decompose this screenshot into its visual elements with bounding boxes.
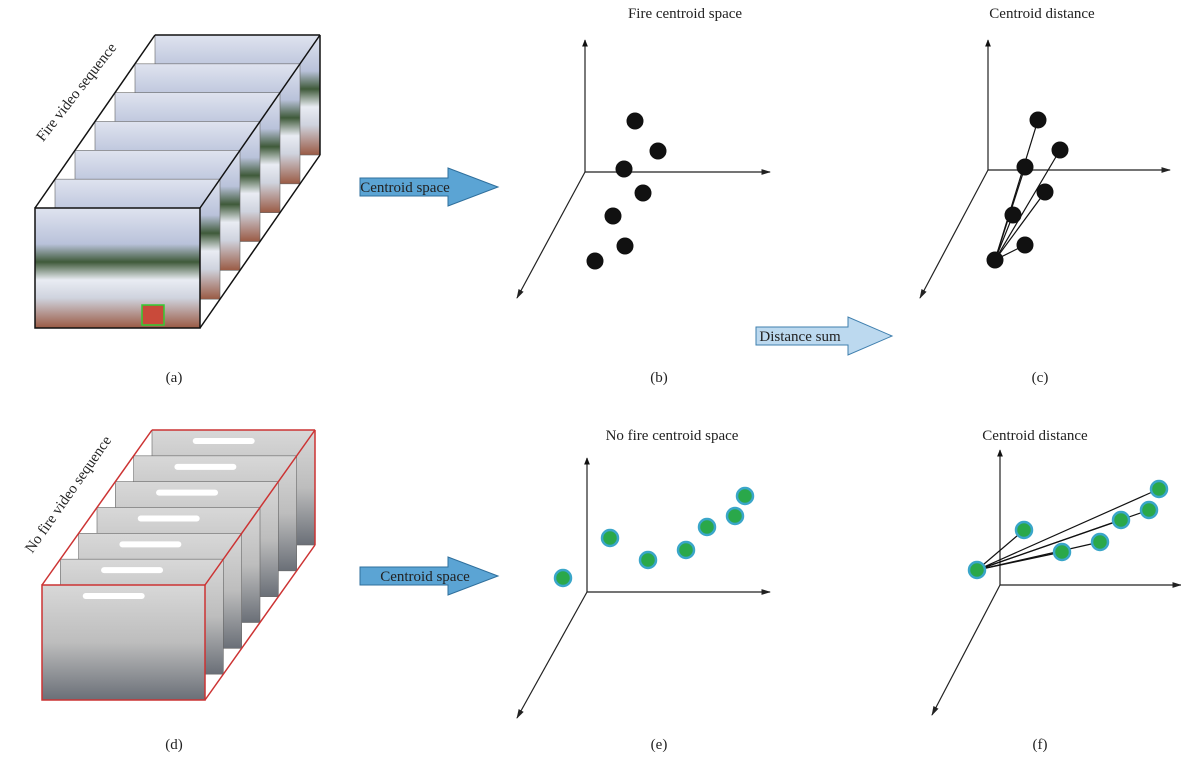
centroid-dot (1149, 479, 1169, 499)
centroid-dot (676, 540, 696, 560)
centroid-dot (600, 528, 620, 548)
distance-line (976, 488, 1160, 571)
ceiling-light (156, 489, 219, 496)
ceiling-light (137, 515, 200, 522)
video-frame (41, 584, 206, 701)
centroid-dot (1029, 111, 1047, 129)
ceiling-light (192, 438, 255, 444)
centroid-dot (649, 142, 667, 160)
centroid-dot (967, 560, 987, 580)
cube-edge (204, 429, 316, 586)
axis (516, 591, 588, 719)
centroid-dot (604, 207, 622, 225)
distance-line (976, 541, 1101, 571)
centroid-dot (697, 517, 717, 537)
distance-line (994, 149, 1061, 261)
cube-edge (199, 154, 321, 329)
centroid-dot (1014, 520, 1034, 540)
centroid-dot (616, 237, 634, 255)
cube-edge (204, 544, 316, 701)
cube-edge (199, 34, 321, 209)
caption: (e) (651, 737, 668, 753)
centroid-dot (1051, 141, 1069, 159)
centroid-dot (1139, 500, 1159, 520)
block-arrow (359, 556, 500, 596)
panel-title: Centroid distance (989, 6, 1095, 22)
panel-title: Centroid distance (982, 428, 1088, 444)
axis (919, 169, 989, 299)
centroid-dot (615, 160, 633, 178)
video-frame (34, 207, 201, 329)
centroid-dot (725, 506, 745, 526)
caption: (d) (165, 737, 183, 753)
ceiling-light (101, 567, 164, 574)
centroid-dot (1111, 510, 1131, 530)
axis (516, 171, 586, 299)
centroid-dot (638, 550, 658, 570)
centroid-dot (1016, 236, 1034, 254)
panel-title: Fire centroid space (628, 6, 742, 22)
centroid-dot (586, 252, 604, 270)
panel-title: No fire centroid space (606, 428, 739, 444)
centroid-dot (626, 112, 644, 130)
block-arrow (755, 316, 894, 356)
ceiling-light (174, 463, 237, 470)
ceiling-light (82, 593, 145, 599)
centroid-dot (986, 251, 1004, 269)
centroid-dot (735, 486, 755, 506)
distance-line (976, 529, 1025, 571)
centroid-dot (1052, 542, 1072, 562)
arrow-label: Distance sum (759, 329, 841, 345)
arrow-label: Centroid space (380, 569, 470, 585)
distance-line (994, 191, 1046, 261)
caption: (a) (166, 370, 183, 386)
centroid-dot (1016, 158, 1034, 176)
centroid-dot (1036, 183, 1054, 201)
caption: (f) (1033, 737, 1048, 753)
block-arrow (359, 167, 500, 207)
centroid-dot (634, 184, 652, 202)
fire-box (141, 304, 165, 326)
ceiling-light (119, 541, 182, 548)
centroid-dot (1090, 532, 1110, 552)
caption: (b) (650, 370, 668, 386)
cube-edge (34, 34, 156, 209)
arrow-label: Centroid space (360, 180, 450, 196)
caption: (c) (1032, 370, 1049, 386)
axis (931, 584, 1001, 716)
centroid-dot (553, 568, 573, 588)
cube-edge (41, 429, 153, 586)
centroid-dot (1004, 206, 1022, 224)
